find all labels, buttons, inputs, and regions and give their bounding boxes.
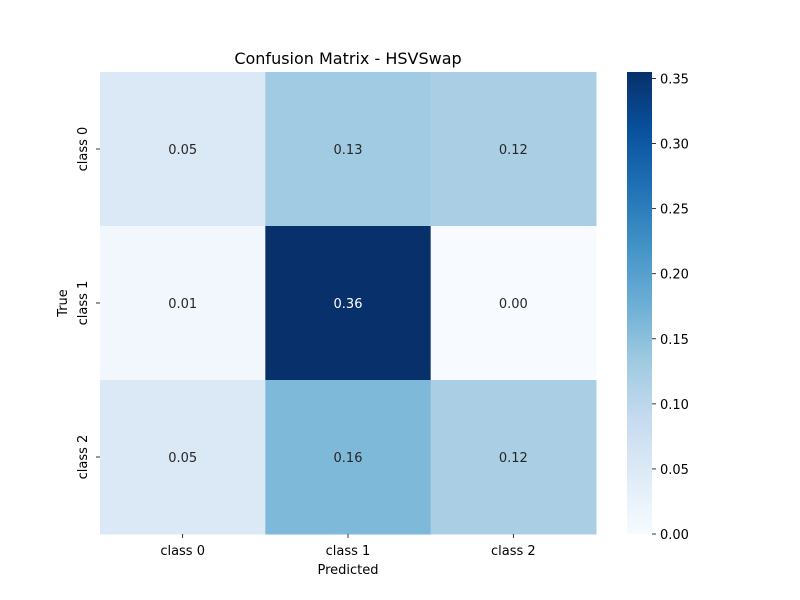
- y-tick-label: class 0: [76, 127, 91, 172]
- heatmap-cell: [265, 380, 432, 535]
- y-axis-label: True: [56, 289, 71, 318]
- colorbar-tick-label: 0.05: [660, 463, 689, 478]
- heatmap-cell: [430, 72, 597, 227]
- cell-annotations: 0.05 0.13 0.12 0.01 0.36 0.00 0.05 0.16 0.12: [168, 143, 528, 466]
- heatmap-cell: [265, 226, 432, 381]
- cell-value-label: 0.16: [334, 451, 363, 466]
- cell-value-label: 0.36: [334, 297, 363, 312]
- x-tick-label: class 2: [491, 544, 536, 559]
- colorbar: [627, 72, 652, 534]
- chart-title: Confusion Matrix - HSVSwap: [234, 49, 461, 68]
- x-tick-label: class 1: [326, 544, 371, 559]
- heatmap-cell: [265, 72, 432, 227]
- cell-value-label: 0.01: [168, 297, 197, 312]
- x-tick-label: class 0: [160, 544, 205, 559]
- colorbar-ticks: 0.00 0.05 0.10 0.15 0.20 0.25 0.30 0.35: [652, 73, 689, 543]
- cell-value-label: 0.00: [499, 297, 528, 312]
- cell-value-label: 0.05: [168, 143, 197, 158]
- y-tick-label: class 2: [76, 435, 91, 480]
- heatmap-cell: [100, 72, 266, 227]
- cell-value-label: 0.05: [168, 451, 197, 466]
- x-axis-label: Predicted: [317, 563, 378, 578]
- colorbar-tick-label: 0.10: [660, 398, 689, 413]
- cell-value-label: 0.12: [499, 451, 528, 466]
- cell-value-label: 0.13: [334, 143, 363, 158]
- colorbar-tick-label: 0.00: [660, 528, 689, 543]
- colorbar-tick-label: 0.30: [660, 138, 689, 153]
- colorbar-tick-label: 0.15: [660, 333, 689, 348]
- heatmap-cell: [100, 380, 266, 535]
- cell-value-label: 0.12: [499, 143, 528, 158]
- heatmap-cells: [100, 72, 597, 535]
- colorbar-tick-label: 0.35: [660, 73, 689, 88]
- x-axis-ticks: class 0 class 1 class 2: [160, 534, 536, 559]
- y-tick-label: class 1: [76, 281, 91, 326]
- heatmap-cell: [100, 226, 266, 381]
- colorbar-tick-label: 0.25: [660, 203, 689, 218]
- y-axis-ticks: class 0 class 1 class 2: [76, 127, 100, 480]
- heatmap-cell: [430, 380, 597, 535]
- heatmap-cell: [430, 226, 597, 381]
- colorbar-tick-label: 0.20: [660, 268, 689, 283]
